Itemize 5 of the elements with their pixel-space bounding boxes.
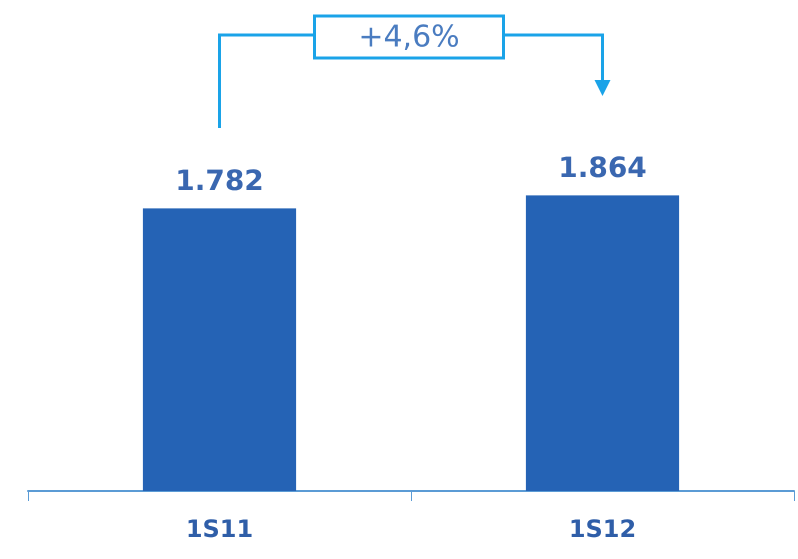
text: +4,6% [358,20,460,54]
data-label: 1.782 [175,164,264,197]
x-tick-label: 1S11 [186,515,254,543]
x-tick-label: 1S12 [568,515,636,543]
data-label: 1.864 [558,150,647,184]
